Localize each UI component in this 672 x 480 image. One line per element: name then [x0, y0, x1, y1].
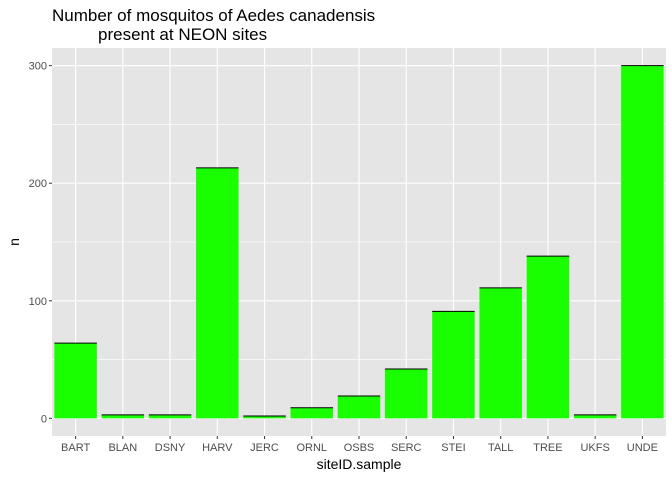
chart-title-line-1: Number of mosquitos of Aedes canadensis: [52, 6, 375, 25]
x-tick-label-ornl: ORNL: [296, 442, 327, 454]
x-tick-label-jerc: JERC: [250, 442, 279, 454]
bar-tall: [479, 287, 522, 419]
x-tick-label-stei: STEI: [441, 442, 465, 454]
bar-osbs: [337, 396, 381, 419]
y-tick-label: 300: [29, 61, 47, 73]
x-tick-label-unde: UNDE: [627, 442, 658, 454]
bar-dsny: [148, 414, 192, 419]
x-tick-label-osbs: OSBS: [344, 442, 375, 454]
y-tick-label: 0: [41, 413, 47, 425]
x-tick-label-tree: TREE: [533, 442, 562, 454]
x-tick-label-ukfs: UKFS: [580, 442, 609, 454]
x-axis: BART BLAN DSNY HARV JERC ORNL OSBS SERC STEI TALL…: [61, 436, 658, 454]
bar-ukfs: [573, 414, 617, 419]
bar-blan: [101, 414, 145, 419]
y-axis-title: n: [6, 238, 22, 246]
y-axis: 0 100 200 300: [29, 61, 52, 425]
x-tick-label-blan: BLAN: [108, 442, 137, 454]
bar-tree: [526, 256, 570, 419]
bar-unde: [621, 65, 664, 419]
bar-jerc: [243, 416, 286, 419]
bar-stei: [432, 311, 475, 419]
x-tick-label-tall: TALL: [488, 442, 513, 454]
bar-serc: [384, 368, 428, 419]
y-tick-label: 100: [29, 296, 47, 308]
x-axis-title: siteID.sample: [317, 456, 402, 472]
x-tick-label-dsny: DSNY: [155, 442, 186, 454]
x-tick-label-harv: HARV: [202, 442, 233, 454]
x-tick-label-bart: BART: [61, 442, 90, 454]
chart-title-line-2: present at NEON sites: [98, 25, 267, 44]
x-tick-label-serc: SERC: [391, 442, 422, 454]
bar-harv: [196, 167, 239, 419]
bar-bart: [54, 343, 97, 419]
y-tick-label: 200: [29, 178, 47, 190]
bar-ornl: [290, 407, 334, 419]
bars: [54, 65, 664, 419]
